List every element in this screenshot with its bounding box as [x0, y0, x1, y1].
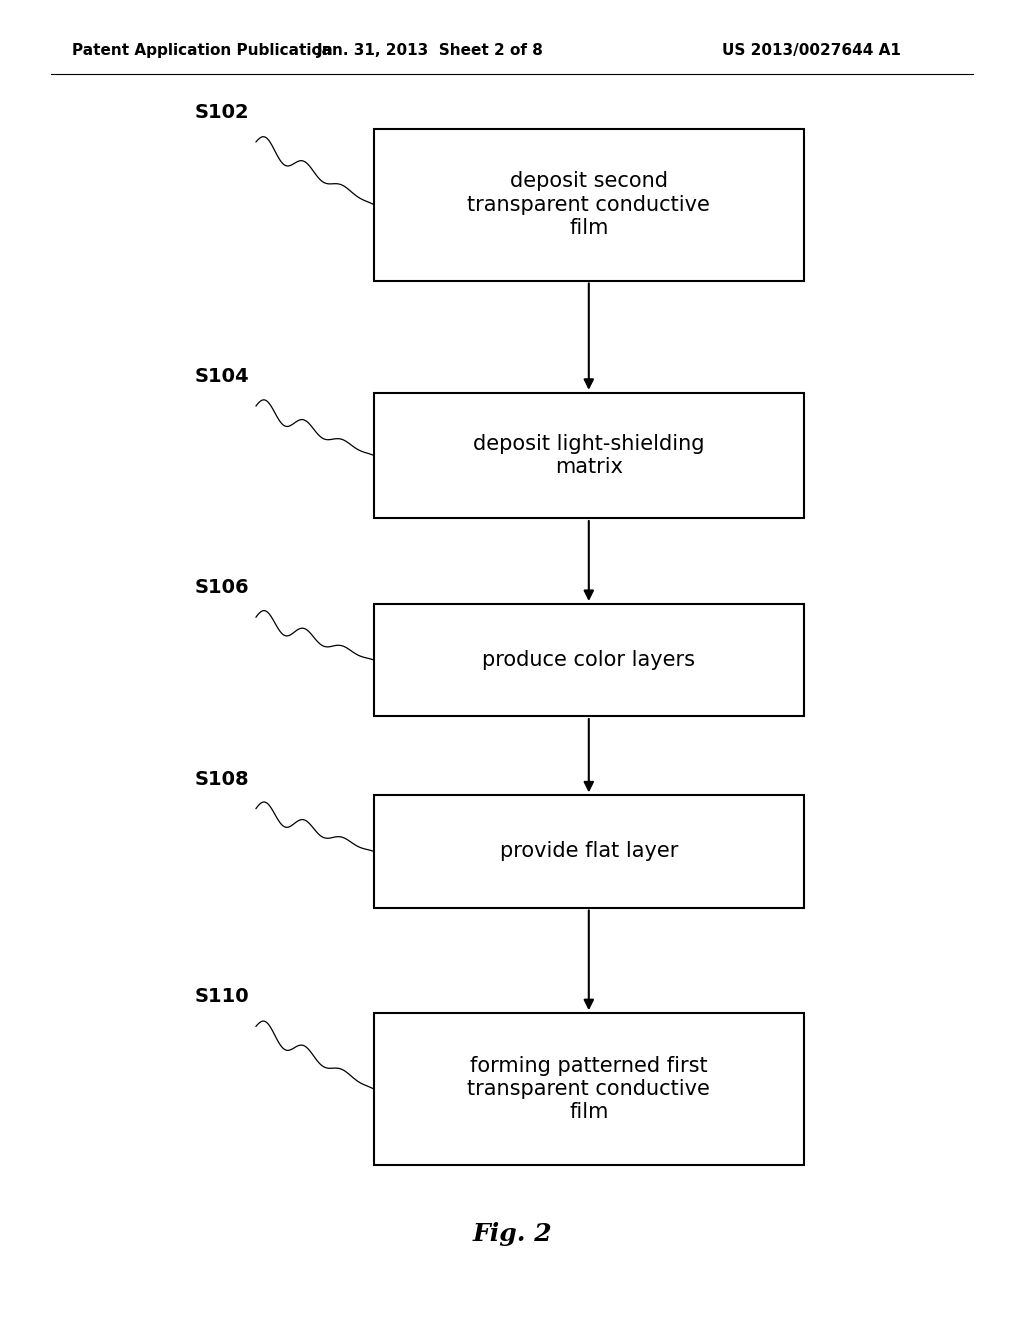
Text: produce color layers: produce color layers [482, 649, 695, 671]
FancyBboxPatch shape [374, 393, 804, 517]
Text: S102: S102 [195, 103, 249, 123]
Text: Jan. 31, 2013  Sheet 2 of 8: Jan. 31, 2013 Sheet 2 of 8 [316, 44, 544, 58]
Text: S110: S110 [195, 987, 249, 1006]
Text: provide flat layer: provide flat layer [500, 841, 678, 862]
FancyBboxPatch shape [374, 1014, 804, 1166]
Text: Fig. 2: Fig. 2 [472, 1222, 552, 1246]
Text: deposit light-shielding
matrix: deposit light-shielding matrix [473, 434, 705, 477]
FancyBboxPatch shape [374, 605, 804, 715]
FancyBboxPatch shape [374, 129, 804, 281]
Text: forming patterned first
transparent conductive
film: forming patterned first transparent cond… [467, 1056, 711, 1122]
Text: deposit second
transparent conductive
film: deposit second transparent conductive fi… [467, 172, 711, 238]
Text: Patent Application Publication: Patent Application Publication [72, 44, 333, 58]
Text: S104: S104 [195, 367, 249, 385]
Text: S106: S106 [195, 578, 249, 597]
Text: S108: S108 [195, 770, 249, 789]
Text: US 2013/0027644 A1: US 2013/0027644 A1 [722, 44, 901, 58]
FancyBboxPatch shape [374, 795, 804, 908]
